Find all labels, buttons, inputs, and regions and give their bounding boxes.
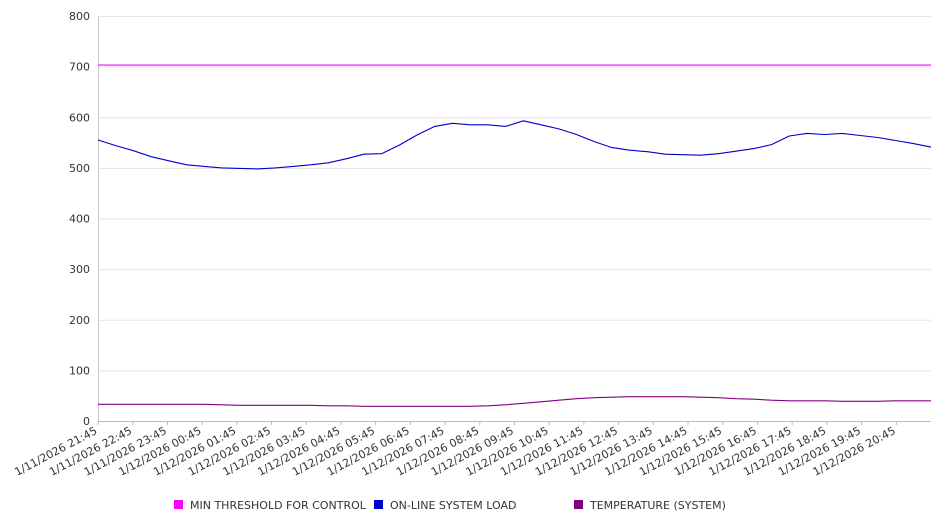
y-tick-label: 200 bbox=[69, 314, 90, 327]
y-tick-label: 100 bbox=[69, 364, 90, 377]
legend-label: MIN THRESHOLD FOR CONTROL bbox=[190, 499, 367, 512]
series-line-1 bbox=[97, 120, 932, 170]
axes bbox=[97, 16, 931, 425]
y-tick-label: 300 bbox=[69, 263, 90, 276]
legend-swatch bbox=[174, 500, 183, 509]
y-tick-label: 400 bbox=[69, 213, 90, 226]
grid-lines bbox=[98, 16, 931, 372]
y-tick-labels: 0 100 200 300 400 500 600 700 800 bbox=[69, 10, 90, 428]
y-tick-label: 800 bbox=[69, 10, 90, 23]
y-tick-label: 600 bbox=[69, 111, 90, 124]
y-tick-label: 0 bbox=[83, 415, 90, 428]
x-tick-labels: 1/11/2026 21:451/11/2026 22:451/11/2026 … bbox=[12, 424, 897, 478]
series-lines bbox=[97, 64, 932, 407]
legend-swatch bbox=[374, 500, 383, 509]
legend-swatch bbox=[574, 500, 583, 509]
legend-label: TEMPERATURE (SYSTEM) bbox=[589, 499, 726, 512]
y-tick-label: 500 bbox=[69, 162, 90, 175]
legend-label: ON-LINE SYSTEM LOAD bbox=[390, 499, 516, 512]
y-tick-label: 700 bbox=[69, 61, 90, 74]
legend: MIN THRESHOLD FOR CONTROL ON-LINE SYSTEM … bbox=[174, 499, 726, 512]
series-line-2 bbox=[98, 396, 931, 407]
